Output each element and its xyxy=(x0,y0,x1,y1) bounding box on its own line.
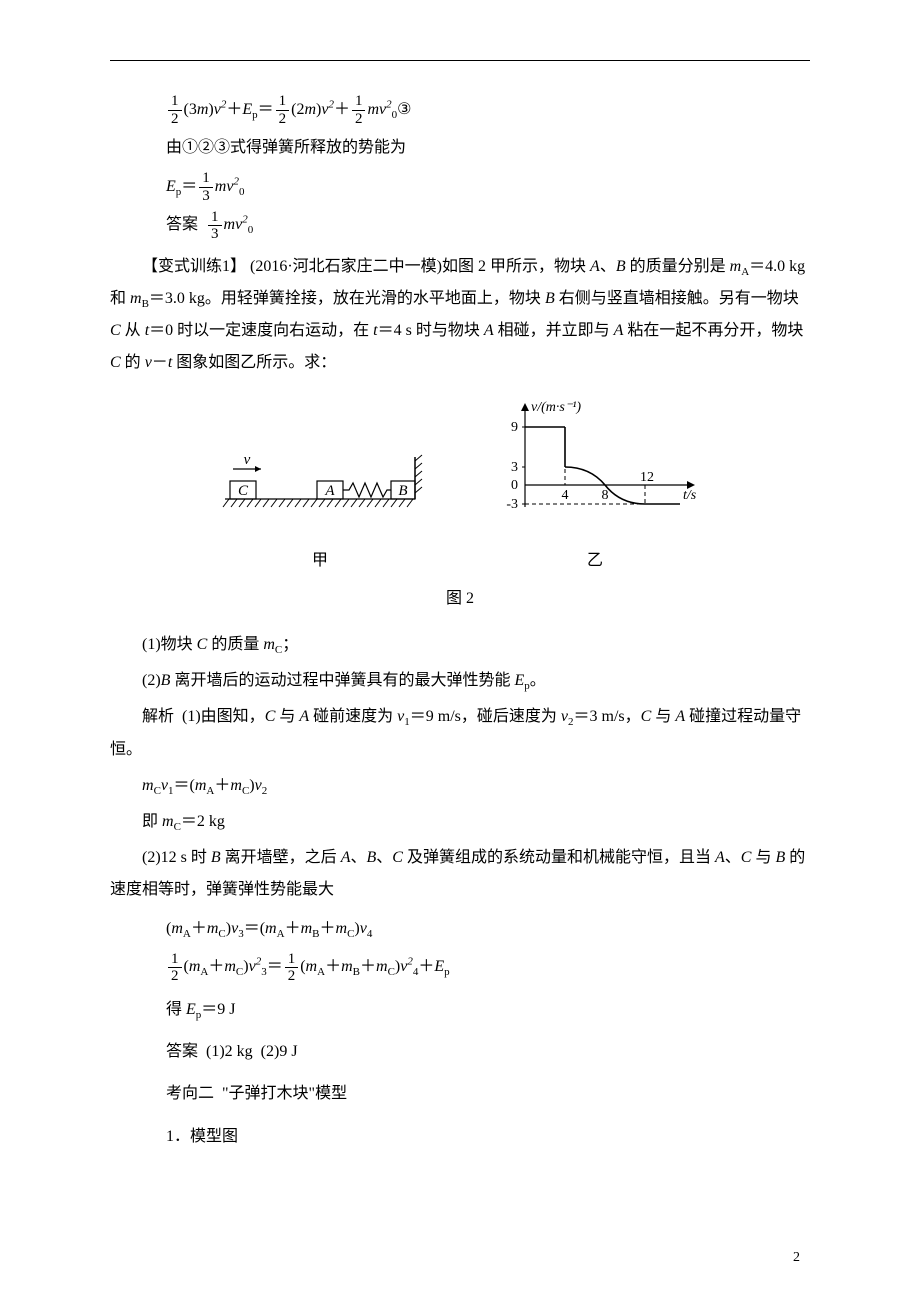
equation-5: 12(mA＋mC)v23＝12(mA＋mB＋mC)v24＋Ep xyxy=(110,948,810,986)
diagram-jia: C v A B 甲 xyxy=(215,437,425,577)
svg-text:4: 4 xyxy=(562,488,569,503)
svg-text:B: B xyxy=(398,483,407,499)
equation-1: 12(3m)v2＋Ep＝12(2m)v2＋12mv20③ xyxy=(110,91,810,129)
equation-3: mCv1＝(mA＋mC)v2 xyxy=(110,770,810,802)
equation-4: (mA＋mC)v3＝(mA＋mB＋mC)v4 xyxy=(110,910,810,948)
result-2: 得 Ep＝9 J xyxy=(110,991,810,1029)
section-1: 1．模型图 xyxy=(110,1118,810,1156)
graph-yi: 9 3 0 -3 v/(m·s⁻¹) 4 8 12 t/s xyxy=(485,397,705,577)
direction-2: 考向二 "子弹打木块"模型 xyxy=(110,1075,810,1113)
solution-1: 解析 (1)由图知，C 与 A 碰前速度为 v1＝9 m/s，碰后速度为 v2＝… xyxy=(110,701,810,765)
page-number: 2 xyxy=(793,1244,800,1272)
svg-text:t/s: t/s xyxy=(683,488,697,503)
figure-2: C v A B 甲 xyxy=(110,397,810,615)
svg-text:0: 0 xyxy=(511,478,518,493)
svg-text:8: 8 xyxy=(602,488,609,503)
variant-problem: 【变式训练1】 (2016·河北石家庄二中一模)如图 2 甲所示，物块 A、B … xyxy=(110,251,810,379)
svg-text:9: 9 xyxy=(511,420,518,435)
result-1: 即 mC＝2 kg xyxy=(110,806,810,838)
svg-text:12: 12 xyxy=(640,470,654,485)
svg-text:v: v xyxy=(244,452,251,468)
svg-text:-3: -3 xyxy=(506,497,518,512)
answer-1: 答案 13mv20 xyxy=(110,206,810,244)
svg-text:C: C xyxy=(238,483,249,499)
page: 12(3m)v2＋Ep＝12(2m)v2＋12mv20③ 由①②③式得弹簧所释放… xyxy=(0,0,920,1302)
figure-caption: 图 2 xyxy=(110,583,810,615)
question-2: (2)B 离开墙后的运动过程中弹簧具有的最大弹性势能 Ep。 xyxy=(110,665,810,697)
svg-text:A: A xyxy=(324,483,335,499)
svg-text:v/(m·s⁻¹): v/(m·s⁻¹) xyxy=(531,400,581,415)
question-1: (1)物块 C 的质量 mC； xyxy=(110,629,810,661)
svg-text:3: 3 xyxy=(511,460,518,475)
equation-2: Ep＝13mv20 xyxy=(110,168,810,206)
top-rule xyxy=(110,60,810,61)
answer-2: 答案 (1)2 kg (2)9 J xyxy=(110,1033,810,1071)
text-line-derive: 由①②③式得弹簧所释放的势能为 xyxy=(110,129,810,167)
solution-2: (2)12 s 时 B 离开墙壁，之后 A、B、C 及弹簧组成的系统动量和机械能… xyxy=(110,842,810,906)
